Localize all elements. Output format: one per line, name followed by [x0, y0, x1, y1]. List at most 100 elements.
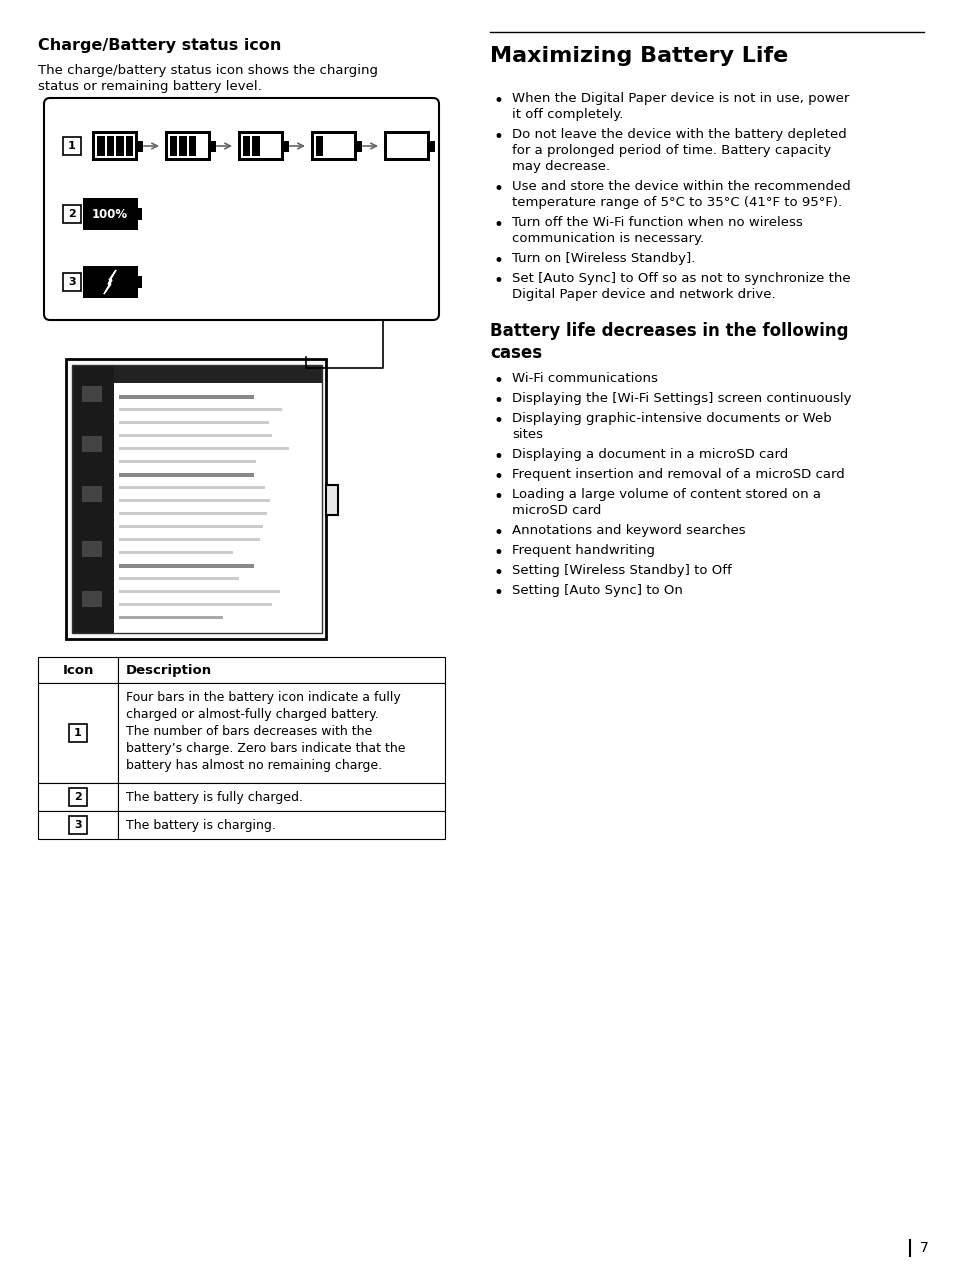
Bar [116, 136, 123, 155]
Text: Setting [Auto Sync] to On: Setting [Auto Sync] to On [512, 583, 682, 598]
Bar [119, 550, 291, 554]
Bar [119, 525, 239, 527]
Bar [241, 134, 281, 158]
Text: •: • [494, 180, 503, 197]
Bar [119, 499, 237, 502]
Text: The charge/battery status icon shows the charging: The charge/battery status icon shows the… [38, 64, 377, 76]
Bar [38, 657, 118, 683]
Bar [82, 485, 102, 502]
Bar [38, 683, 118, 784]
Bar [63, 138, 81, 155]
Text: •: • [494, 564, 503, 582]
Bar [119, 395, 253, 399]
Bar [63, 273, 81, 290]
Bar [119, 577, 233, 580]
Bar [118, 683, 444, 784]
Bar [211, 140, 215, 152]
Bar [237, 131, 284, 161]
Bar [91, 131, 138, 161]
Text: sites: sites [512, 428, 542, 441]
Bar [119, 485, 272, 489]
Text: Set [Auto Sync] to Off so as not to synchronize the: Set [Auto Sync] to Off so as not to sync… [512, 273, 850, 285]
Bar [387, 134, 427, 158]
Bar [253, 136, 260, 155]
Text: •: • [494, 217, 503, 234]
Bar [82, 436, 102, 452]
Bar [138, 140, 143, 152]
Text: •: • [494, 392, 503, 410]
Bar [119, 590, 256, 592]
Text: •: • [494, 92, 503, 110]
Bar [119, 420, 255, 424]
Bar [63, 205, 81, 223]
FancyBboxPatch shape [44, 98, 438, 320]
Bar [38, 812, 118, 840]
Text: •: • [494, 544, 503, 562]
Polygon shape [104, 270, 116, 294]
Bar [384, 131, 430, 161]
Bar [119, 408, 282, 412]
Text: Four bars in the battery icon indicate a fully
charged or almost-fully charged b: Four bars in the battery icon indicate a… [126, 691, 405, 772]
Text: 1: 1 [68, 141, 76, 152]
Bar [71, 364, 322, 633]
Bar [118, 784, 444, 812]
Bar [126, 136, 132, 155]
Bar [66, 359, 326, 640]
Text: •: • [494, 273, 503, 290]
Bar [119, 434, 278, 437]
Bar [168, 134, 208, 158]
Bar [314, 134, 354, 158]
Bar [119, 603, 259, 606]
Bar [119, 617, 223, 619]
Text: The battery is fully charged.: The battery is fully charged. [126, 790, 303, 804]
Bar [69, 817, 87, 834]
Text: •: • [494, 488, 503, 506]
Bar [311, 131, 356, 161]
Bar [119, 564, 253, 568]
Bar [243, 136, 251, 155]
Text: Turn off the Wi-Fi function when no wireless: Turn off the Wi-Fi function when no wire… [512, 217, 801, 229]
Bar [107, 136, 113, 155]
Text: Setting [Wireless Standby] to Off: Setting [Wireless Standby] to Off [512, 564, 731, 577]
Bar [137, 208, 142, 220]
Text: 2: 2 [68, 209, 76, 219]
Bar [170, 136, 177, 155]
Text: Battery life decreases in the following: Battery life decreases in the following [490, 322, 847, 340]
Bar [284, 140, 289, 152]
Text: Icon: Icon [62, 664, 93, 676]
Text: •: • [494, 372, 503, 390]
Bar [315, 136, 323, 155]
Bar [113, 383, 322, 633]
Bar [118, 657, 444, 683]
Bar [189, 136, 196, 155]
Bar [82, 266, 137, 298]
Text: communication is necessary.: communication is necessary. [512, 232, 703, 245]
Bar [326, 485, 337, 515]
Text: 1: 1 [74, 727, 82, 738]
Text: for a prolonged period of time. Battery capacity: for a prolonged period of time. Battery … [512, 144, 830, 157]
Text: •: • [494, 468, 503, 485]
Bar [82, 591, 102, 606]
Text: it off completely.: it off completely. [512, 108, 622, 121]
Text: cases: cases [490, 344, 541, 362]
Text: Loading a large volume of content stored on a: Loading a large volume of content stored… [512, 488, 821, 501]
Text: 100%: 100% [91, 208, 128, 220]
Text: When the Digital Paper device is not in use, power: When the Digital Paper device is not in … [512, 92, 848, 104]
Text: Digital Paper device and network drive.: Digital Paper device and network drive. [512, 288, 775, 301]
Bar [69, 724, 87, 741]
Text: •: • [494, 524, 503, 541]
Bar [356, 140, 361, 152]
Bar [430, 140, 435, 152]
Bar [119, 460, 268, 462]
Text: Do not leave the device with the battery depleted: Do not leave the device with the battery… [512, 127, 846, 141]
Text: •: • [494, 127, 503, 147]
Text: Displaying graphic-intensive documents or Web: Displaying graphic-intensive documents o… [512, 412, 831, 426]
Text: Frequent insertion and removal of a microSD card: Frequent insertion and removal of a micr… [512, 468, 843, 482]
Text: Description: Description [126, 664, 212, 676]
Bar [119, 473, 253, 476]
Bar [119, 447, 274, 450]
Text: •: • [494, 252, 503, 270]
Text: 3: 3 [68, 276, 75, 287]
Bar [38, 784, 118, 812]
Text: Annotations and keyword searches: Annotations and keyword searches [512, 524, 745, 538]
